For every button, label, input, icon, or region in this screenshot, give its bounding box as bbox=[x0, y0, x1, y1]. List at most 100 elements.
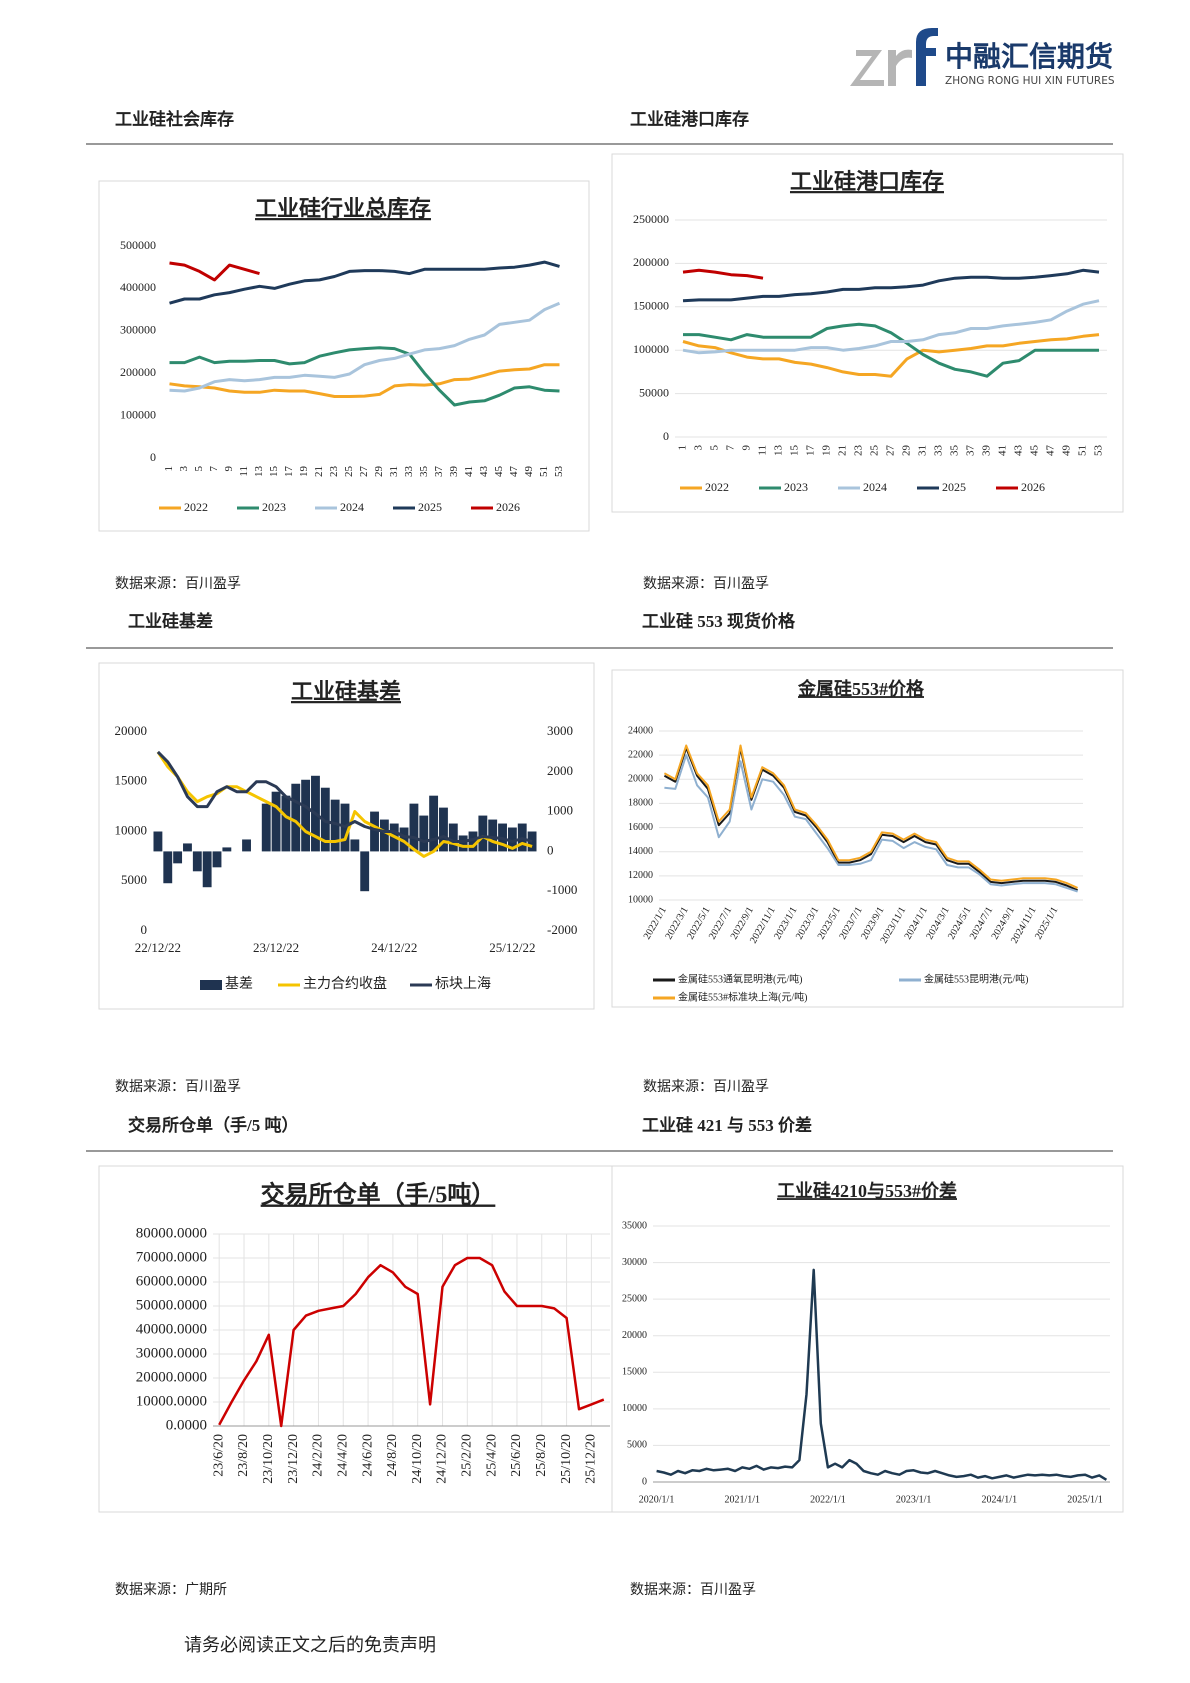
y2-tick-label: -2000 bbox=[547, 922, 577, 937]
x-tick-label: 15 bbox=[789, 445, 801, 457]
x-tick-label: 33 bbox=[933, 445, 945, 457]
y-tick-label: 25000 bbox=[622, 1293, 647, 1304]
legend-label: 2026 bbox=[1021, 480, 1045, 494]
y2-tick-label: 1000 bbox=[547, 803, 573, 818]
x-tick-label: 13 bbox=[253, 466, 265, 478]
x-tick-label: 25/8/20 bbox=[534, 1434, 549, 1477]
bar bbox=[153, 831, 163, 852]
x-tick-label: 49 bbox=[1061, 445, 1073, 457]
y-tick-label: 35000 bbox=[622, 1220, 647, 1231]
x-tick-label: 23/12/20 bbox=[286, 1434, 301, 1484]
x-tick-label: 11 bbox=[238, 466, 250, 477]
x-tick-label: 17 bbox=[283, 466, 295, 478]
section-heading: 交易所仓单（手/5 吨） bbox=[128, 1115, 298, 1135]
x-tick-label: 23 bbox=[328, 466, 340, 478]
bar bbox=[261, 803, 271, 852]
x-tick-label: 2023/1/1 bbox=[896, 1494, 932, 1505]
series-line bbox=[656, 1268, 1108, 1481]
y-tick-label: 100000 bbox=[633, 342, 669, 356]
logo-mark bbox=[888, 49, 912, 86]
y-tick-label: 22000 bbox=[628, 749, 653, 760]
x-tick-label: 47 bbox=[1045, 445, 1057, 457]
legend-label: 金属硅553#标准块上海(元/吨) bbox=[678, 990, 807, 1003]
x-tick-label: 27 bbox=[885, 445, 897, 457]
x-tick-label: 45 bbox=[493, 466, 505, 478]
x-tick-label: 31 bbox=[388, 466, 400, 477]
y-tick-label: 40000.0000 bbox=[136, 1321, 207, 1337]
x-tick-label: 24/10/20 bbox=[410, 1434, 425, 1484]
x-tick-label: 24/8/20 bbox=[385, 1434, 400, 1477]
x-tick-label: 41 bbox=[463, 466, 475, 477]
y-tick-label: 400000 bbox=[120, 280, 156, 294]
bar bbox=[399, 827, 409, 852]
x-tick-label: 11 bbox=[757, 445, 769, 456]
legend-label: 2022 bbox=[184, 500, 208, 514]
x-tick-label: 23 bbox=[853, 445, 865, 457]
x-tick-label: 53 bbox=[553, 466, 565, 478]
x-tick-label: 24/12/22 bbox=[371, 940, 417, 955]
series-line bbox=[682, 299, 1100, 355]
x-tick-label: 47 bbox=[508, 466, 520, 478]
chart-frame bbox=[611, 669, 1124, 1008]
legend-swatch bbox=[200, 980, 222, 990]
y-tick-label: 150000 bbox=[633, 299, 669, 313]
x-tick-label: 1 bbox=[163, 466, 175, 472]
y-tick-label: 200000 bbox=[633, 255, 669, 269]
x-tick-label: 25/12/22 bbox=[489, 940, 535, 955]
bar bbox=[458, 835, 468, 852]
legend-label: 金属硅553通氧昆明港(元/吨) bbox=[678, 972, 802, 985]
logo-mark bbox=[850, 50, 884, 86]
series-line bbox=[218, 1256, 605, 1428]
y-tick-label: 24000 bbox=[628, 725, 653, 736]
logo: 中融汇信期货 ZHONG RONG HUI XIN FUTURES bbox=[850, 28, 1115, 87]
bar bbox=[370, 811, 379, 852]
y-tick-label: 50000.0000 bbox=[136, 1297, 207, 1313]
x-tick-label: 39 bbox=[981, 445, 993, 457]
x-tick-label: 15 bbox=[268, 466, 280, 478]
x-tick-label: 7 bbox=[208, 466, 220, 472]
bar bbox=[271, 791, 281, 852]
y-tick-label: 500000 bbox=[120, 238, 156, 252]
y-tick-label: 15000 bbox=[622, 1367, 647, 1378]
x-tick-label: 7 bbox=[725, 445, 737, 451]
section-heading: 工业硅基差 bbox=[128, 611, 213, 631]
data-source: 数据来源：百川盈孚 bbox=[630, 1582, 756, 1598]
legend-label: 2022 bbox=[705, 480, 729, 494]
section-heading: 工业硅 553 现货价格 bbox=[642, 611, 796, 631]
x-tick-label: 25 bbox=[869, 445, 881, 457]
x-tick-label: 9 bbox=[741, 445, 753, 451]
x-tick-label: 17 bbox=[805, 445, 817, 457]
x-tick-label: 43 bbox=[1013, 445, 1025, 457]
series-line bbox=[682, 268, 764, 280]
company-name: 中融汇信期货 bbox=[945, 40, 1113, 73]
x-tick-label: 31 bbox=[917, 445, 929, 456]
bar bbox=[242, 839, 251, 852]
bar bbox=[439, 807, 448, 852]
legend-label: 基差 bbox=[225, 975, 253, 992]
y-tick-label: 30000 bbox=[622, 1257, 647, 1268]
y-tick-label: 5000 bbox=[627, 1440, 647, 1451]
bar bbox=[183, 843, 192, 852]
bar bbox=[222, 847, 232, 852]
chart: 工业硅基差 0 5000 10000 15000 20000 -2000 -1000 0 1000… bbox=[98, 662, 595, 1010]
y-tick-label: 5000 bbox=[121, 872, 147, 887]
x-tick-label: 9 bbox=[223, 466, 235, 472]
x-tick-label: 23/6/20 bbox=[211, 1434, 226, 1477]
y-tick-label: 10000.0000 bbox=[136, 1393, 207, 1409]
x-tick-label: 23/8/20 bbox=[236, 1434, 251, 1477]
data-source: 数据来源：百川盈孚 bbox=[643, 576, 769, 592]
chart: 工业硅4210与553#价差 0 5000 10000 15000 20000 25000 3… bbox=[611, 1165, 1124, 1513]
x-tick-label: 25/6/20 bbox=[509, 1434, 524, 1477]
series-line bbox=[169, 261, 260, 282]
x-tick-label: 2020/1/1 bbox=[639, 1494, 675, 1505]
y-tick-label: 250000 bbox=[633, 212, 669, 226]
x-tick-label: 41 bbox=[997, 445, 1009, 456]
x-tick-label: 25/12/20 bbox=[584, 1434, 599, 1484]
legend-label: 2023 bbox=[262, 500, 286, 514]
y-tick-label: 0 bbox=[642, 1476, 647, 1487]
bar bbox=[379, 819, 389, 852]
y-tick-label: 20000 bbox=[115, 723, 148, 738]
chart-title: 工业硅行业总库存 bbox=[255, 196, 431, 221]
